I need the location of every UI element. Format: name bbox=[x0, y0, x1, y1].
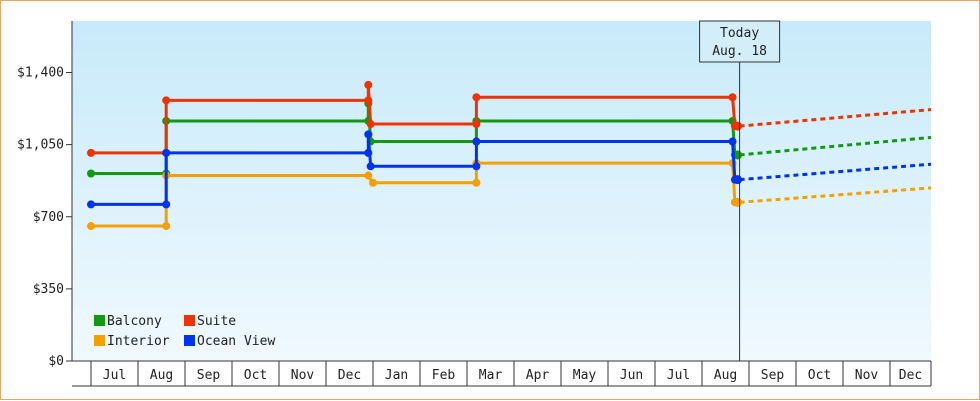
month-label: Oct bbox=[244, 368, 267, 383]
plot-area bbox=[72, 21, 931, 361]
y-tick-label: $700 bbox=[33, 210, 64, 225]
data-point bbox=[162, 96, 171, 105]
month-label: Jan bbox=[385, 368, 408, 383]
data-point bbox=[87, 222, 95, 231]
legend-label: Ocean View bbox=[197, 334, 275, 349]
legend-swatch bbox=[94, 335, 105, 346]
data-point bbox=[162, 200, 171, 209]
month-label: Jul bbox=[667, 368, 690, 383]
legend-swatch bbox=[184, 315, 195, 326]
trend-line bbox=[739, 186, 932, 204]
month-label: Sep bbox=[761, 368, 785, 383]
data-point bbox=[472, 120, 481, 129]
data-point bbox=[87, 148, 95, 157]
y-tick-label: $350 bbox=[33, 282, 64, 297]
today-point bbox=[733, 121, 743, 131]
data-point bbox=[364, 96, 373, 105]
legend-swatch bbox=[184, 335, 195, 346]
today-label: Today bbox=[720, 26, 759, 41]
data-point bbox=[728, 93, 737, 102]
today-point bbox=[733, 175, 743, 185]
month-label: Dec bbox=[899, 368, 922, 383]
data-point bbox=[366, 162, 375, 171]
today-box bbox=[699, 20, 781, 63]
month-label: Nov bbox=[855, 368, 879, 383]
legend-item: Balcony bbox=[94, 314, 162, 329]
today-point bbox=[733, 197, 743, 207]
month-label: May bbox=[573, 368, 597, 383]
month-label: Mar bbox=[479, 368, 503, 383]
data-point bbox=[162, 222, 171, 231]
data-point bbox=[472, 93, 481, 102]
month-label: Nov bbox=[291, 368, 315, 383]
data-point bbox=[472, 137, 481, 146]
legend-swatch bbox=[94, 315, 105, 326]
month-label: Dec bbox=[338, 368, 361, 383]
legend-item: Ocean View bbox=[184, 334, 275, 349]
month-label: Aug bbox=[714, 368, 737, 383]
data-point bbox=[366, 120, 375, 129]
data-point bbox=[364, 130, 373, 139]
data-point bbox=[472, 178, 481, 187]
data-point bbox=[728, 137, 737, 146]
legend-label: Interior bbox=[107, 334, 170, 349]
y-tick-label: $0 bbox=[48, 354, 64, 369]
y-tick-label: $1,050 bbox=[17, 138, 64, 153]
data-point bbox=[162, 148, 171, 157]
data-point bbox=[369, 178, 377, 187]
data-point bbox=[87, 169, 95, 178]
month-label: Oct bbox=[808, 368, 831, 383]
data-point bbox=[472, 162, 481, 171]
month-label: Aug bbox=[150, 368, 173, 383]
y-tick-label: $1,400 bbox=[17, 66, 64, 81]
data-point bbox=[364, 148, 373, 157]
month-label: Jun bbox=[620, 368, 643, 383]
month-label: Apr bbox=[526, 368, 550, 383]
data-point bbox=[364, 80, 373, 89]
legend-item: Suite bbox=[184, 314, 236, 329]
month-label: Sep bbox=[197, 368, 221, 383]
today-date: Aug. 18 bbox=[712, 44, 767, 59]
data-point bbox=[87, 200, 95, 209]
legend-label: Balcony bbox=[107, 314, 162, 329]
month-label: Jul bbox=[103, 368, 126, 383]
series-line bbox=[91, 83, 737, 155]
data-point bbox=[364, 171, 373, 180]
legend-label: Suite bbox=[197, 314, 236, 329]
legend-item: Interior bbox=[94, 334, 170, 349]
month-label: Feb bbox=[432, 368, 456, 383]
